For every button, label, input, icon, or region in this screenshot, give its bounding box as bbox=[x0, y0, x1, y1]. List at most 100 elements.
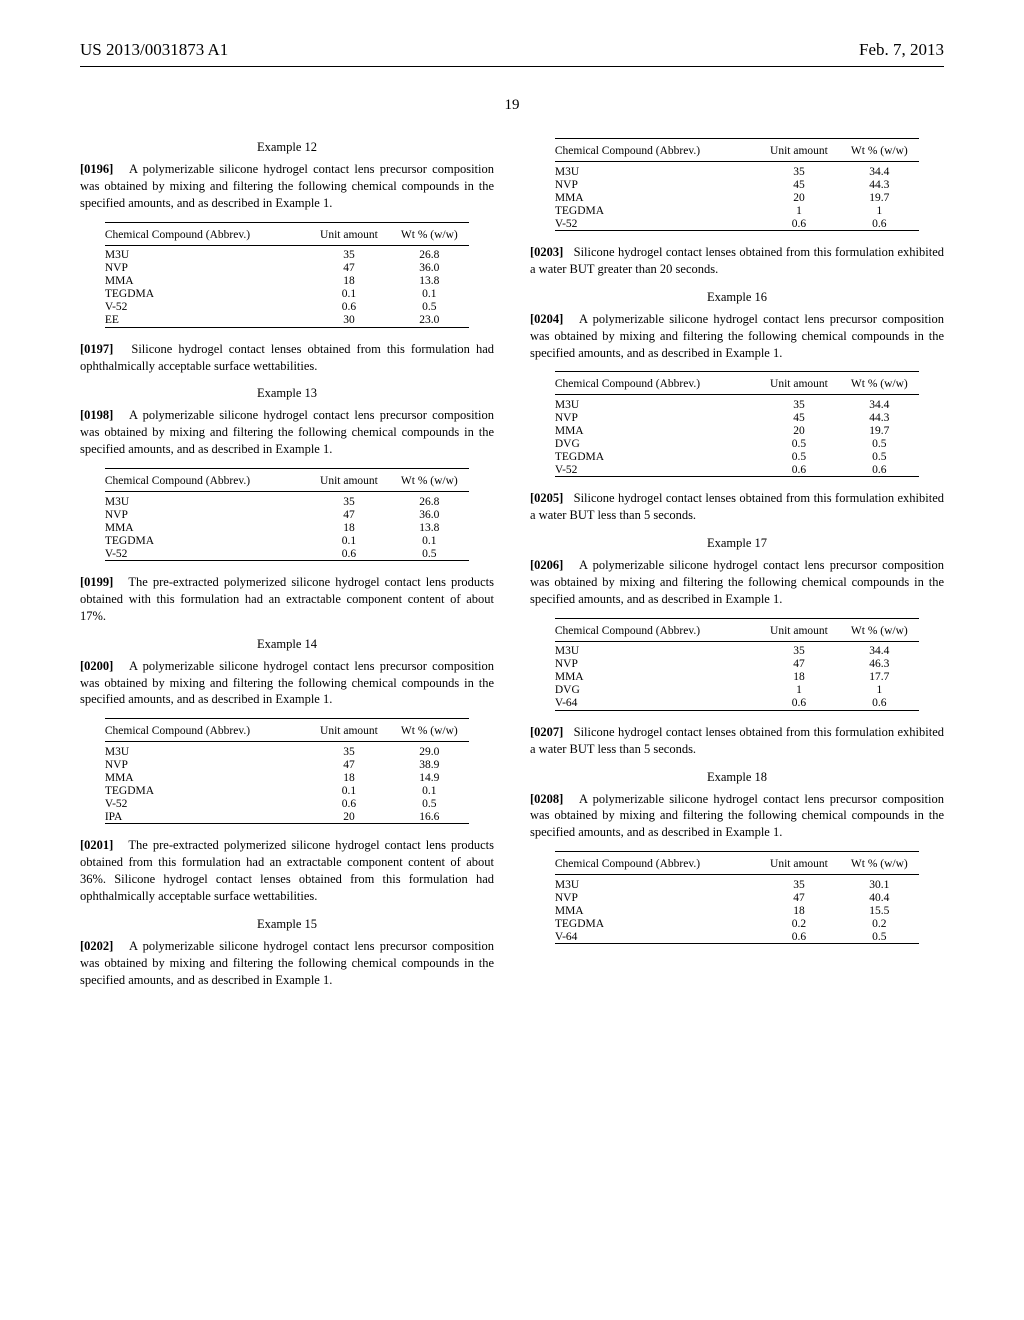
cell-unit: 0.1 bbox=[308, 288, 389, 301]
cell-wt: 0.5 bbox=[389, 547, 469, 561]
cell-unit: 20 bbox=[758, 191, 839, 204]
cell-unit: 47 bbox=[308, 758, 389, 771]
table-row: V-520.60.6 bbox=[555, 217, 919, 231]
col-compound: Chemical Compound (Abbrev.) bbox=[105, 721, 309, 742]
table-row: MMA1813.8 bbox=[105, 521, 469, 534]
cell-unit: 35 bbox=[758, 878, 839, 891]
para-text: Silicone hydrogel contact lenses obtaine… bbox=[530, 725, 944, 756]
table-example-12: Chemical Compound (Abbrev.)Unit amountWt… bbox=[105, 222, 469, 329]
table-row: V-640.60.5 bbox=[555, 930, 919, 944]
cell-unit: 35 bbox=[308, 249, 389, 262]
cell-wt: 19.7 bbox=[839, 424, 919, 437]
para-text: A polymerizable silicone hydrogel contac… bbox=[80, 939, 494, 987]
cell-unit: 47 bbox=[308, 262, 389, 275]
table-row: TEGDMA0.50.5 bbox=[555, 450, 919, 463]
para-text: A polymerizable silicone hydrogel contac… bbox=[530, 312, 944, 360]
table-row: NVP4544.3 bbox=[555, 411, 919, 424]
para-num: [0198] bbox=[80, 408, 113, 422]
cell-wt: 0.6 bbox=[839, 697, 919, 711]
cell-wt: 16.6 bbox=[389, 810, 469, 824]
cell-compound: DVG bbox=[555, 437, 759, 450]
cell-wt: 40.4 bbox=[839, 891, 919, 904]
cell-compound: M3U bbox=[555, 398, 759, 411]
col-compound: Chemical Compound (Abbrev.) bbox=[105, 225, 309, 246]
table-row: M3U3534.4 bbox=[555, 398, 919, 411]
cell-unit: 0.6 bbox=[308, 301, 389, 314]
para-0207: [0207] Silicone hydrogel contact lenses … bbox=[530, 724, 944, 758]
cell-unit: 1 bbox=[758, 204, 839, 217]
table-row: EE3023.0 bbox=[105, 314, 469, 328]
table-row: TEGDMA0.20.2 bbox=[555, 917, 919, 930]
col-wt: Wt % (w/w) bbox=[389, 721, 469, 742]
col-compound: Chemical Compound (Abbrev.) bbox=[555, 141, 759, 162]
cell-wt: 0.5 bbox=[839, 930, 919, 944]
cell-wt: 0.5 bbox=[389, 797, 469, 810]
para-text: The pre-extracted polymerized silicone h… bbox=[80, 575, 494, 623]
col-unit: Unit amount bbox=[758, 374, 839, 395]
doc-date: Feb. 7, 2013 bbox=[859, 40, 944, 60]
cell-unit: 47 bbox=[758, 891, 839, 904]
col-unit: Unit amount bbox=[758, 621, 839, 642]
para-text: The pre-extracted polymerized silicone h… bbox=[80, 838, 494, 903]
para-0203: [0203] Silicone hydrogel contact lenses … bbox=[530, 244, 944, 278]
cell-compound: NVP bbox=[105, 758, 309, 771]
table-row: V-520.60.5 bbox=[105, 301, 469, 314]
cell-compound: MMA bbox=[555, 671, 759, 684]
example-15-title: Example 15 bbox=[80, 917, 494, 932]
cell-wt: 34.4 bbox=[839, 645, 919, 658]
para-num: [0204] bbox=[530, 312, 563, 326]
cell-wt: 30.1 bbox=[839, 878, 919, 891]
table-row: NVP4740.4 bbox=[555, 891, 919, 904]
cell-unit: 30 bbox=[308, 314, 389, 328]
table-row: TEGDMA0.10.1 bbox=[105, 288, 469, 301]
table-row: M3U3526.8 bbox=[105, 249, 469, 262]
table-row: NVP4736.0 bbox=[105, 508, 469, 521]
col-unit: Unit amount bbox=[758, 141, 839, 162]
cell-compound: M3U bbox=[555, 165, 759, 178]
cell-unit: 35 bbox=[758, 165, 839, 178]
table-example-16: Chemical Compound (Abbrev.)Unit amountWt… bbox=[555, 371, 919, 478]
cell-unit: 0.5 bbox=[758, 437, 839, 450]
para-0201: [0201] The pre-extracted polymerized sil… bbox=[80, 837, 494, 905]
para-num: [0200] bbox=[80, 659, 113, 673]
cell-compound: NVP bbox=[555, 178, 759, 191]
table-row: DVG11 bbox=[555, 684, 919, 697]
table-row: MMA1817.7 bbox=[555, 671, 919, 684]
cell-wt: 0.6 bbox=[839, 463, 919, 477]
table-row: M3U3534.4 bbox=[555, 165, 919, 178]
table-row: V-520.60.5 bbox=[105, 547, 469, 561]
doc-id: US 2013/0031873 A1 bbox=[80, 40, 228, 60]
table-example-15: Chemical Compound (Abbrev.)Unit amountWt… bbox=[555, 138, 919, 232]
cell-wt: 0.1 bbox=[389, 288, 469, 301]
cell-unit: 35 bbox=[308, 745, 389, 758]
cell-wt: 44.3 bbox=[839, 178, 919, 191]
example-12-title: Example 12 bbox=[80, 140, 494, 155]
cell-compound: MMA bbox=[555, 424, 759, 437]
table-row: M3U3530.1 bbox=[555, 878, 919, 891]
cell-unit: 0.5 bbox=[758, 450, 839, 463]
cell-wt: 14.9 bbox=[389, 771, 469, 784]
cell-compound: V-64 bbox=[555, 930, 759, 944]
cell-compound: EE bbox=[105, 314, 309, 328]
col-unit: Unit amount bbox=[308, 721, 389, 742]
cell-wt: 36.0 bbox=[389, 508, 469, 521]
example-16-title: Example 16 bbox=[530, 290, 944, 305]
col-wt: Wt % (w/w) bbox=[839, 141, 919, 162]
cell-wt: 0.2 bbox=[839, 917, 919, 930]
cell-unit: 35 bbox=[758, 645, 839, 658]
cell-unit: 0.2 bbox=[758, 917, 839, 930]
cell-wt: 26.8 bbox=[389, 249, 469, 262]
cell-compound: IPA bbox=[105, 810, 309, 824]
col-wt: Wt % (w/w) bbox=[389, 471, 469, 492]
cell-compound: NVP bbox=[555, 411, 759, 424]
para-text: Silicone hydrogel contact lenses obtaine… bbox=[80, 342, 494, 373]
table-row: M3U3529.0 bbox=[105, 745, 469, 758]
para-text: A polymerizable silicone hydrogel contac… bbox=[80, 659, 494, 707]
cell-compound: NVP bbox=[105, 262, 309, 275]
table-row: NVP4544.3 bbox=[555, 178, 919, 191]
cell-compound: M3U bbox=[105, 249, 309, 262]
cell-compound: TEGDMA bbox=[105, 288, 309, 301]
para-text: Silicone hydrogel contact lenses obtaine… bbox=[530, 245, 944, 276]
cell-wt: 0.5 bbox=[389, 301, 469, 314]
para-num: [0197] bbox=[80, 342, 113, 356]
